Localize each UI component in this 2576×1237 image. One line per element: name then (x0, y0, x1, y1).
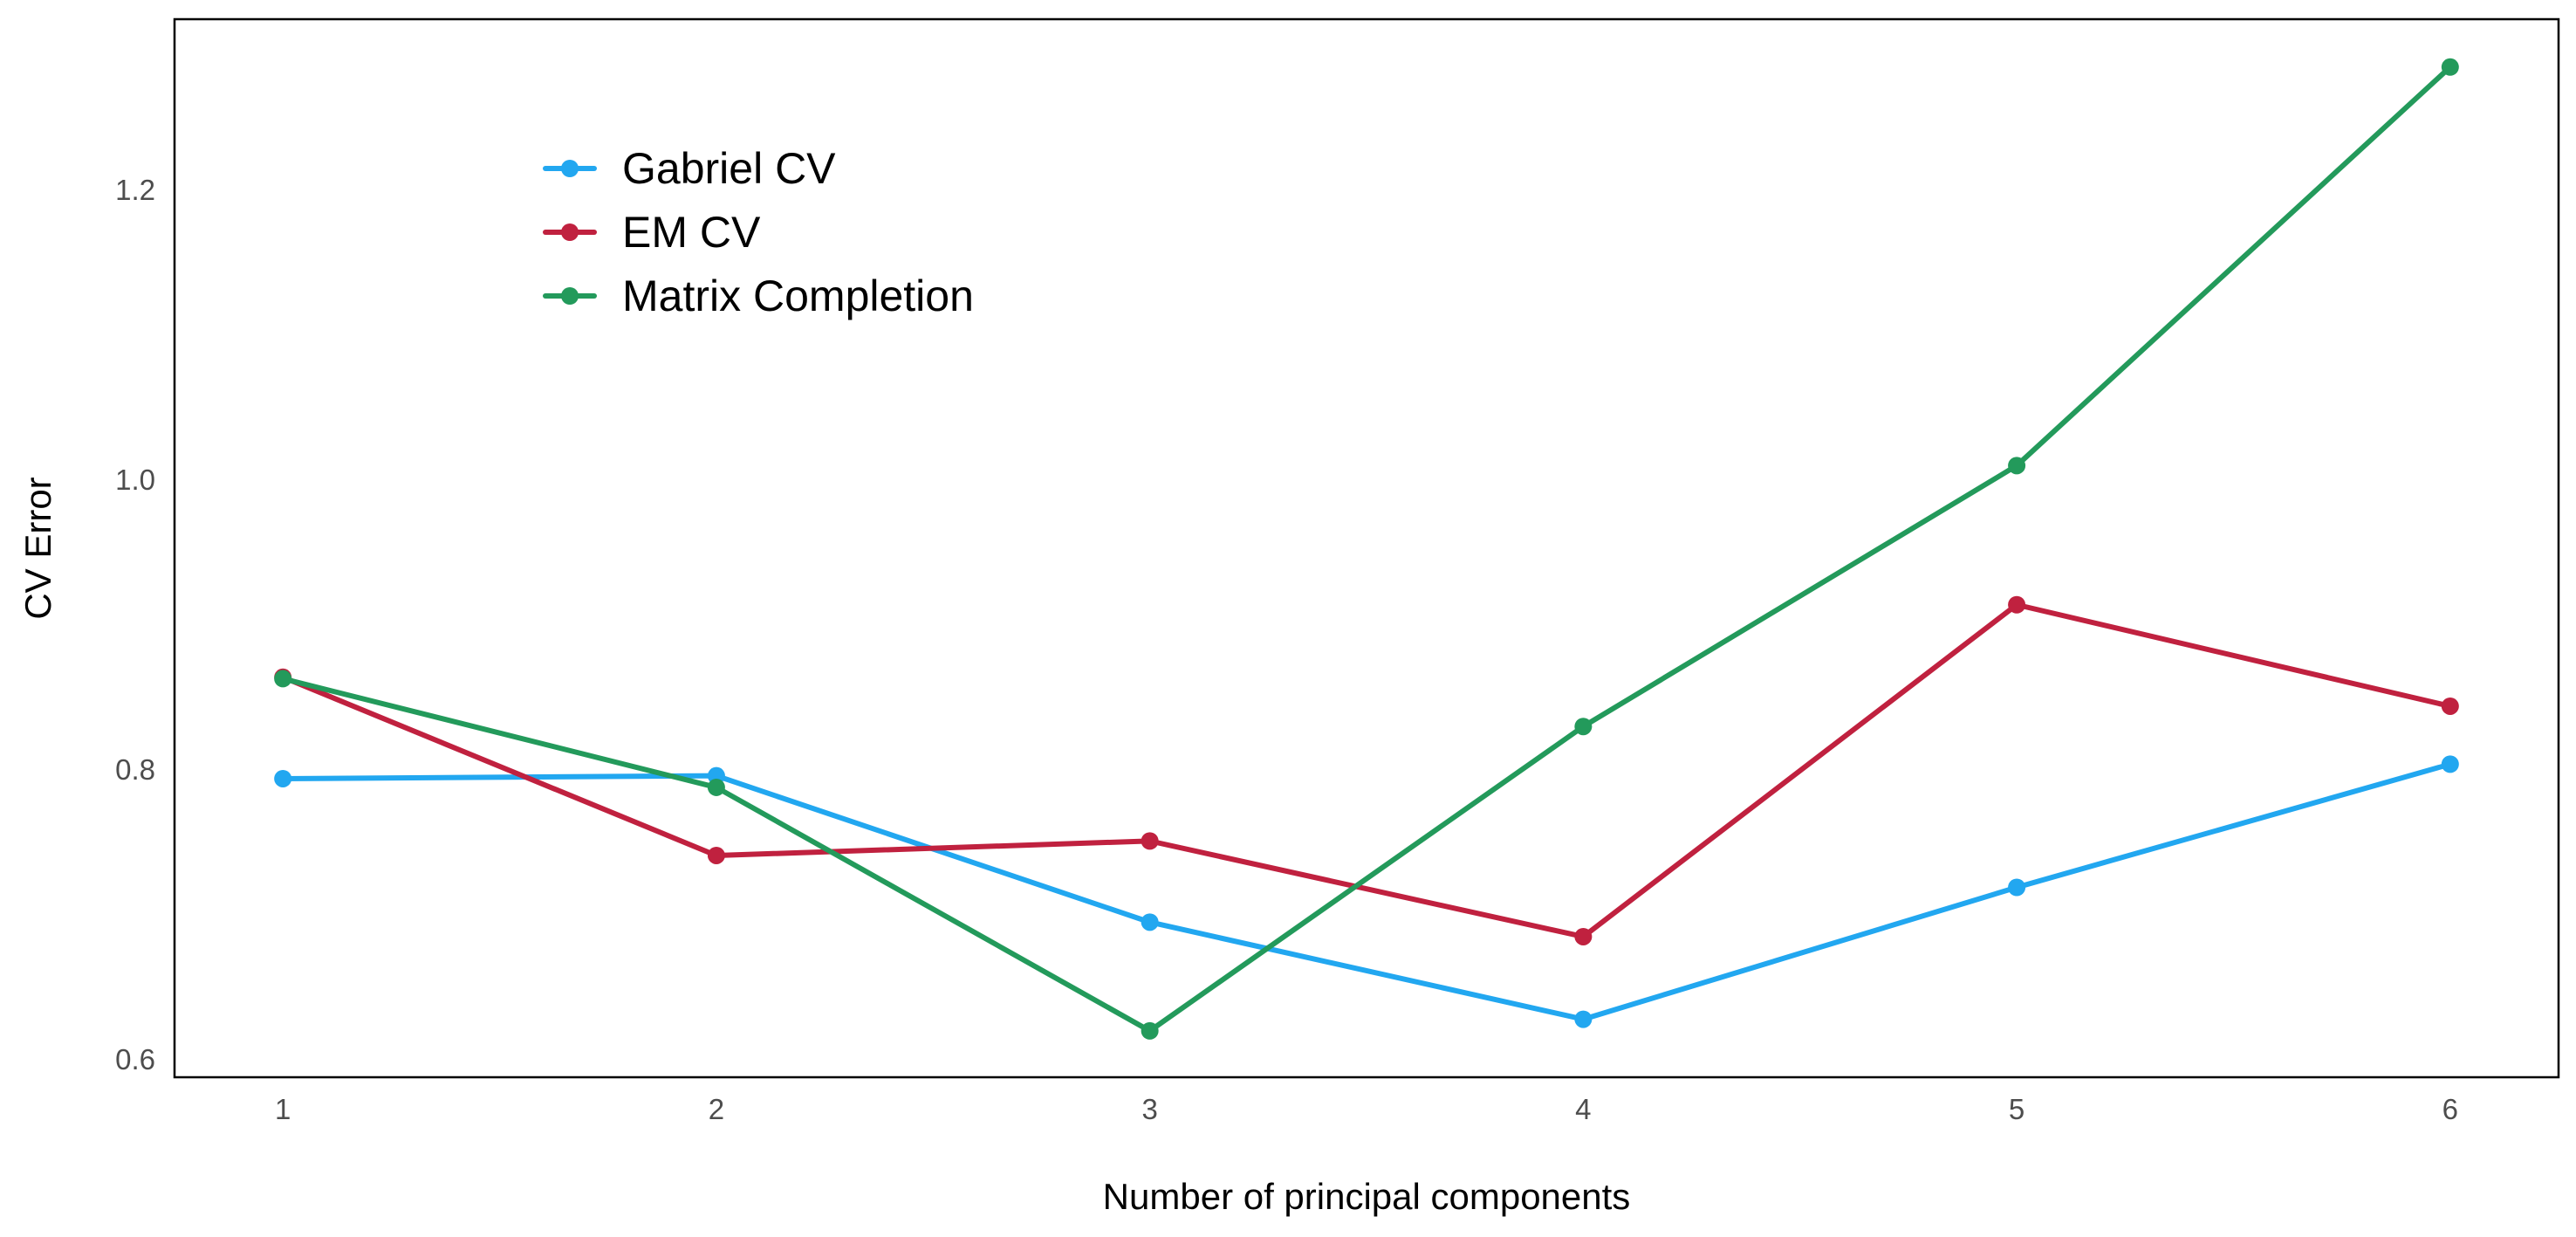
x-axis-title: Number of principal components (1103, 1176, 1631, 1217)
data-point (2008, 595, 2026, 614)
legend-key-point (561, 223, 579, 241)
data-point (1574, 1010, 1593, 1028)
data-point (1574, 718, 1593, 736)
legend-key-point (561, 160, 579, 177)
x-tick-label: 6 (2442, 1093, 2458, 1125)
data-point (274, 670, 292, 688)
legend-key-point (561, 287, 579, 305)
legend-label: EM CV (622, 208, 761, 257)
data-point (1141, 1021, 1159, 1040)
data-point (1141, 832, 1159, 850)
y-axis-ticks: 0.6 0.8 1.0 1.2 (115, 174, 155, 1076)
x-axis-ticks: 1 2 3 4 5 6 (275, 1093, 2458, 1125)
series-group (274, 58, 2459, 1040)
data-point (2008, 878, 2026, 897)
y-tick-label: 1.0 (115, 464, 155, 496)
series-line (280, 601, 2453, 939)
data-point (707, 846, 725, 864)
y-tick-label: 1.2 (115, 174, 155, 206)
data-point (1574, 927, 1593, 945)
y-axis-title: CV Error (17, 477, 58, 619)
data-point (2441, 697, 2459, 715)
series-line (280, 64, 2453, 1034)
legend-item: Matrix Completion (543, 271, 974, 320)
x-tick-label: 3 (1141, 1093, 1157, 1125)
data-point (2441, 58, 2459, 76)
y-tick-label: 0.8 (115, 753, 155, 786)
plot-panel-border (173, 17, 2560, 1079)
data-point (707, 778, 725, 796)
x-tick-label: 5 (2009, 1093, 2024, 1125)
series-line (280, 761, 2453, 1022)
legend-item: Gabriel CV (543, 144, 836, 193)
legend: Gabriel CV EM CV Matrix Completion (543, 144, 974, 320)
series-group (274, 755, 2459, 1028)
legend-label: Gabriel CV (622, 144, 836, 193)
data-point (274, 769, 292, 787)
x-tick-label: 4 (1575, 1093, 1591, 1125)
y-tick-label: 0.6 (115, 1043, 155, 1076)
x-tick-label: 1 (275, 1093, 291, 1125)
legend-item: EM CV (543, 208, 761, 257)
legend-label: Matrix Completion (622, 271, 974, 320)
data-point (2441, 755, 2459, 773)
x-tick-label: 2 (709, 1093, 724, 1125)
data-point (2008, 457, 2026, 475)
series-layer (274, 58, 2459, 1040)
data-point (1141, 913, 1159, 931)
series-group (274, 595, 2459, 945)
